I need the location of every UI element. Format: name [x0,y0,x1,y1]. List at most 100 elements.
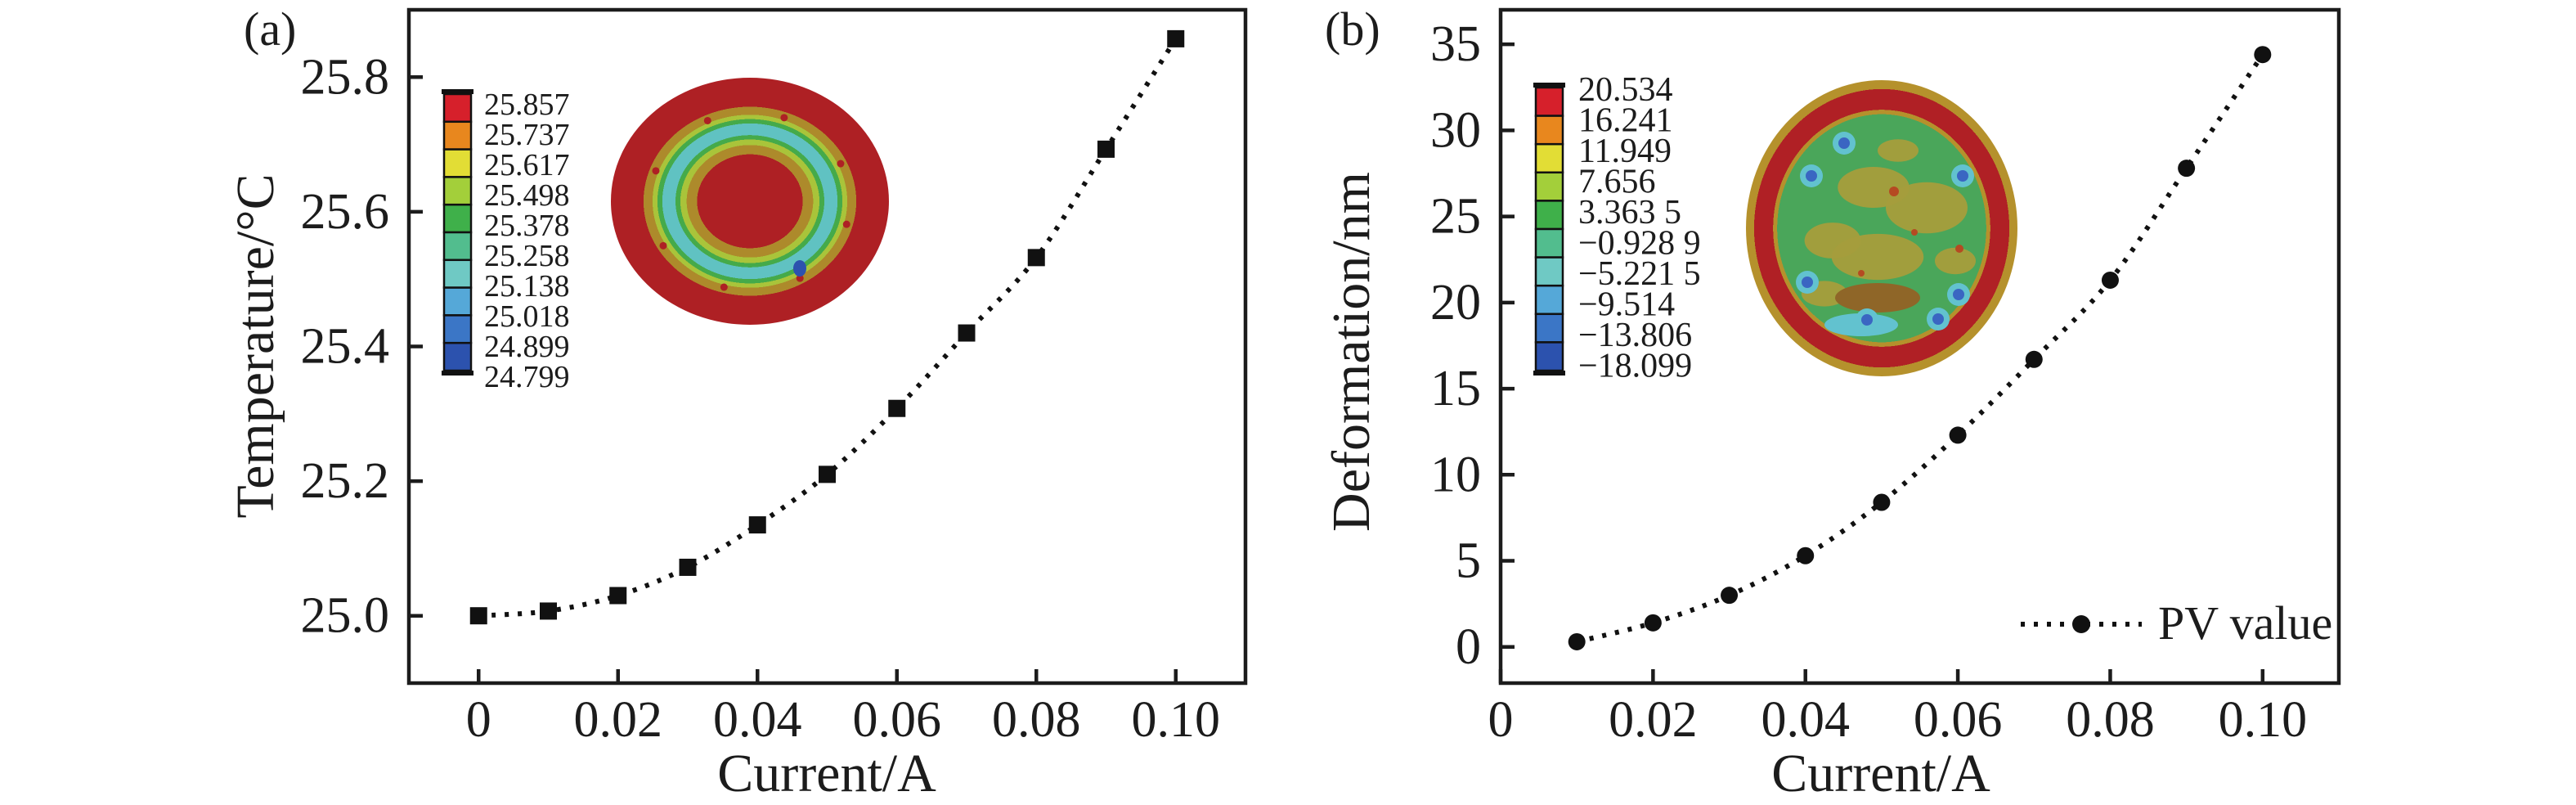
colorbar-block [442,203,473,234]
data-point-circle [1644,614,1662,632]
data-point-circle [1797,546,1815,564]
colorbar-label: −5.221 5 [1578,255,1701,293]
y-tick-label: 25.8 [301,49,390,105]
colorbar-label: −9.514 [1578,286,1675,324]
y-tick-label: 15 [1430,361,1481,416]
colorbar: 25.85725.73725.61725.49825.37825.25825.1… [442,88,570,394]
colorbar-label: 11.949 [1578,133,1672,170]
contour-speck [837,160,845,168]
series-dotted-line [1576,53,2265,645]
colorbar-block [1534,115,1564,146]
colorbar-label: 25.378 [484,209,570,243]
colorbar-block [1534,142,1564,174]
y-tick-label: 0 [1456,619,1481,675]
y-tick-label: 30 [1430,102,1481,158]
data-point-square [958,324,976,342]
data-point-square [819,465,836,483]
colorbar-label: 25.737 [484,118,570,152]
colorbar-label: 25.498 [484,178,570,213]
contour-disk [611,78,889,325]
y-tick-label: 25.2 [301,453,390,509]
contour-tan-patch [1878,139,1919,162]
colorbar-label: 16.241 [1578,102,1673,140]
colorbar-label: 3.363 5 [1578,194,1681,232]
x-tick-label: 0.02 [574,692,663,748]
data-point-circle [1949,426,1967,444]
contour-orange-speck [1955,245,1963,253]
contour-orange-speck [1911,229,1918,236]
data-point-circle [1568,632,1586,650]
panel-b-x-axis-title: Current/A [1771,744,1990,803]
colorbar-block [442,341,473,372]
contour-tan-patch [1886,182,1968,234]
data-point-circle [2025,350,2043,368]
colorbar-label: 24.899 [484,330,570,364]
data-point-circle [1873,493,1891,511]
colorbar-block [1534,171,1564,202]
contour-tan-patch [1831,233,1924,281]
panel-b-label: (b) [1325,2,1380,56]
data-point-square [540,602,557,620]
data-point-square [1027,249,1045,267]
colorbar-block [442,92,473,124]
contour-blue-spot [1953,289,1964,300]
x-tick-label: 0.04 [713,692,802,748]
colorbar-top-cap [1533,83,1565,88]
colorbar-block [1534,200,1564,231]
y-tick-label: 35 [1430,16,1481,72]
contour-speck [780,114,788,122]
colorbar-top-cap [442,89,473,94]
contour-blue-spot [1861,314,1873,326]
contour-speck [720,283,728,291]
y-tick-label: 25 [1430,189,1481,245]
x-tick-label: 0.04 [1761,692,1850,748]
contour-blue-spot [1838,137,1850,149]
contour-speck [652,167,660,175]
colorbar-block [1534,86,1564,117]
colorbar-label: 25.857 [484,88,570,122]
panel-b: 0 0.02 0.04 0.06 0.08 0.10 0 5 10 15 20 25 30 35 20.53… [1430,7,2341,748]
colorbar-block [1534,256,1564,287]
colorbar-block [442,314,473,344]
colorbar-block [442,286,473,317]
contour-blue-spot [793,260,806,277]
colorbar-block [442,176,473,206]
series-markers [1568,46,2272,650]
plot-border [1498,7,2341,686]
data-point-circle [1721,587,1739,605]
x-tick-label: 0.02 [1609,692,1698,748]
colorbar-label: 7.656 [1578,164,1656,201]
y-tick-label: 5 [1456,533,1481,589]
colorbar-block [1534,341,1564,372]
y-tick-label: 25.4 [301,319,390,375]
y-tick-label: 10 [1430,447,1481,502]
contour-speck [659,241,667,250]
y-tick-label: 20 [1430,275,1481,331]
data-point-circle [2178,160,2196,178]
colorbar-block [442,148,473,178]
data-point-square [748,516,766,534]
contour-blue-spot [1957,170,1968,182]
contour-blue-spot [1802,277,1813,288]
pv-value-legend: PV value [2016,596,2332,650]
colorbar-bottom-cap [1533,371,1565,376]
colorbar-block [1534,284,1564,316]
x-tick-label: 0.10 [1132,692,1221,748]
panel-a-x-axis-title: Current/A [717,744,936,803]
contour-speck [796,274,804,282]
x-tick-label: 0.06 [1914,692,2003,748]
colorbar-label: −0.928 9 [1578,225,1701,263]
contour-orange-speck [1858,270,1865,277]
panel-b-y-axis-title: Deformation/nm [1322,172,1381,532]
colorbar-block [1534,227,1564,259]
contour-brown-blob [1835,283,1920,313]
x-tick-label: 0.06 [853,692,942,748]
colorbar-label: −13.806 [1578,317,1692,354]
contour-blue-spot [1806,170,1817,182]
data-point-square [469,607,487,625]
x-tick-label: 0.08 [2066,692,2155,748]
colorbar-label: −18.099 [1578,348,1692,385]
contour-blue-spot [1932,313,1944,325]
colorbar-label: 25.018 [484,299,570,334]
contour-speck [842,220,850,228]
